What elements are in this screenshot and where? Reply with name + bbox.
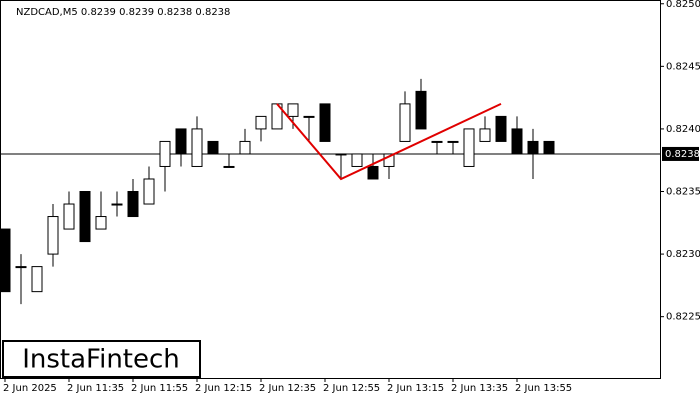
candle-body — [367, 165, 379, 180]
candle-body — [15, 266, 27, 269]
candle-body — [95, 216, 107, 230]
last-price-box — [662, 146, 699, 161]
y-tick-label: 0.8250 — [666, 0, 700, 10]
x-tick-label: 2 Jun 13:15 — [387, 383, 444, 394]
candle-body — [335, 153, 347, 156]
candle-body — [223, 165, 235, 168]
y-tick-label: 0.8225 — [666, 312, 700, 323]
x-tick-label: 2 Jun 13:35 — [451, 383, 508, 394]
candle-body — [47, 216, 59, 255]
candle-body — [383, 153, 395, 167]
candle-body — [143, 178, 155, 205]
candle-body — [287, 103, 299, 117]
candle-body — [111, 203, 123, 206]
candle-body — [495, 115, 507, 142]
plot-frame — [0, 0, 661, 379]
x-tick-label: 2 Jun 11:55 — [131, 383, 188, 394]
candle-body — [399, 103, 411, 142]
pattern-line — [276, 102, 502, 181]
candle-body — [0, 228, 11, 293]
logo: InstaFintech — [22, 345, 180, 375]
x-tick-label: 2 Jun 13:55 — [515, 383, 572, 394]
candle-body — [31, 266, 43, 293]
candle-body — [191, 128, 203, 167]
candle-body — [175, 128, 187, 155]
x-tick-label: 2 Jun 2025 — [3, 383, 57, 394]
candle-body — [239, 140, 251, 155]
candle-body — [447, 140, 459, 143]
candle-body — [319, 103, 331, 142]
candle-body — [527, 140, 539, 155]
x-tick-label: 2 Jun 12:15 — [195, 383, 252, 394]
candle-body — [303, 115, 315, 118]
logo-box — [2, 340, 201, 378]
chart-title: NZDCAD,M5 0.8239 0.8239 0.8238 0.8238 — [16, 7, 230, 18]
candle-body — [63, 203, 75, 230]
candle-body — [255, 115, 267, 130]
x-tick-label: 2 Jun 11:35 — [67, 383, 124, 394]
candle-body — [543, 140, 555, 155]
candle-body — [431, 140, 443, 143]
candle-body — [351, 153, 363, 167]
y-tick-label: 0.8235 — [666, 187, 700, 198]
candle-body — [511, 128, 523, 155]
candle-body — [159, 140, 171, 167]
candle-body — [79, 191, 91, 243]
y-tick-label: 0.8230 — [666, 249, 700, 260]
y-tick-label: 0.8240 — [666, 124, 700, 135]
candle-body — [463, 128, 475, 167]
candle-body — [127, 191, 139, 218]
x-tick-label: 2 Jun 12:55 — [323, 383, 380, 394]
x-tick-label: 2 Jun 12:35 — [259, 383, 316, 394]
last-price-label: 0.8238 — [665, 149, 700, 160]
candle-body — [415, 90, 427, 130]
candle-body — [207, 140, 219, 155]
candle-body — [479, 128, 491, 142]
y-tick-label: 0.8245 — [666, 61, 700, 72]
